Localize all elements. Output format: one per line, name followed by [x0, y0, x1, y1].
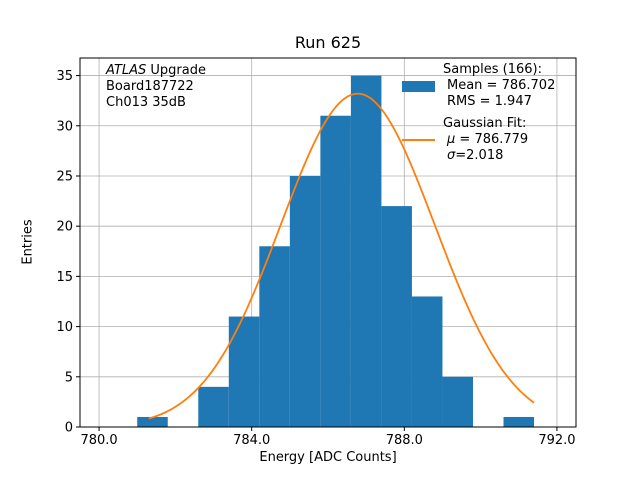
annotation-block: ATLAS Upgrade Board187722 Ch013 35dB — [106, 63, 206, 111]
histogram-bar — [411, 296, 443, 427]
x-axis-label: Energy [ADC Counts] — [259, 450, 397, 465]
legend-samples-header: Samples (166): — [443, 62, 542, 77]
annotation-upgrade-text: Upgrade — [146, 63, 206, 78]
legend-fit-mu: μ = 786.779 — [443, 132, 528, 148]
histogram-bar — [289, 175, 321, 427]
histogram-bar — [503, 416, 535, 427]
histogram-bar — [137, 416, 168, 427]
y-tick-label: 30 — [56, 119, 73, 134]
legend-row-fit-mu: μ = 786.779 — [402, 132, 555, 148]
y-tick-label: 35 — [56, 69, 73, 84]
histogram-bar — [442, 376, 473, 427]
histogram-bar — [381, 206, 412, 427]
annotation-line-board: Board187722 — [106, 79, 194, 94]
y-tick-label: 25 — [56, 169, 73, 184]
histogram-bar — [198, 386, 229, 427]
legend-marker-cell — [402, 139, 443, 141]
x-tick-label: 788.0 — [386, 433, 423, 448]
legend-fit-header: Gaussian Fit: — [443, 116, 527, 131]
fit-line-swatch — [402, 139, 435, 141]
samples-color-swatch — [402, 80, 435, 92]
legend-fit-sigma: σ=2.018 — [443, 148, 503, 164]
legend-row-samples-rms: RMS = 1.947 — [402, 94, 555, 110]
sigma-symbol: σ — [447, 148, 456, 163]
histogram-bar — [228, 316, 260, 427]
annotation-atlas-text: ATLAS — [106, 63, 147, 78]
x-tick-label: 784.0 — [233, 433, 270, 448]
annotation-line-experiment: ATLAS Upgrade — [106, 63, 206, 79]
legend-samples-mean: Mean = 786.702 — [447, 78, 556, 93]
x-tick-label: 780.0 — [80, 433, 117, 448]
legend-row-fit-sigma: σ=2.018 — [402, 148, 555, 164]
annotation-line-channel: Ch013 35dB — [106, 95, 186, 110]
legend-row-samples-mean: Mean = 786.702 — [402, 78, 555, 94]
y-tick-label: 15 — [56, 270, 73, 285]
legend-samples-rms: RMS = 1.947 — [447, 94, 532, 109]
histogram-bar — [259, 246, 290, 427]
sigma-value: =2.018 — [455, 148, 504, 163]
y-tick-label: 5 — [65, 370, 73, 385]
chart-title: Run 625 — [294, 33, 362, 52]
histogram-bar — [350, 75, 382, 428]
mu-symbol: μ — [447, 132, 456, 147]
y-tick-label: 20 — [56, 220, 73, 235]
y-axis-label: Entries — [20, 219, 36, 265]
legend-row-samples-header: Samples (166): — [402, 62, 555, 78]
legend-marker-cell — [402, 80, 443, 92]
gaussian-fit-curve — [148, 92, 535, 420]
axes-spines — [79, 57, 577, 428]
histogram-bar — [320, 115, 351, 428]
mu-value: = 786.779 — [455, 132, 529, 147]
y-tick-label: 0 — [65, 421, 73, 436]
y-tick-label: 10 — [56, 320, 73, 335]
legend: Samples (166): Mean = 786.702 RMS = 1.94… — [402, 62, 555, 164]
x-tick-label: 792.0 — [538, 433, 575, 448]
legend-row-fit-header: Gaussian Fit: — [402, 116, 555, 132]
